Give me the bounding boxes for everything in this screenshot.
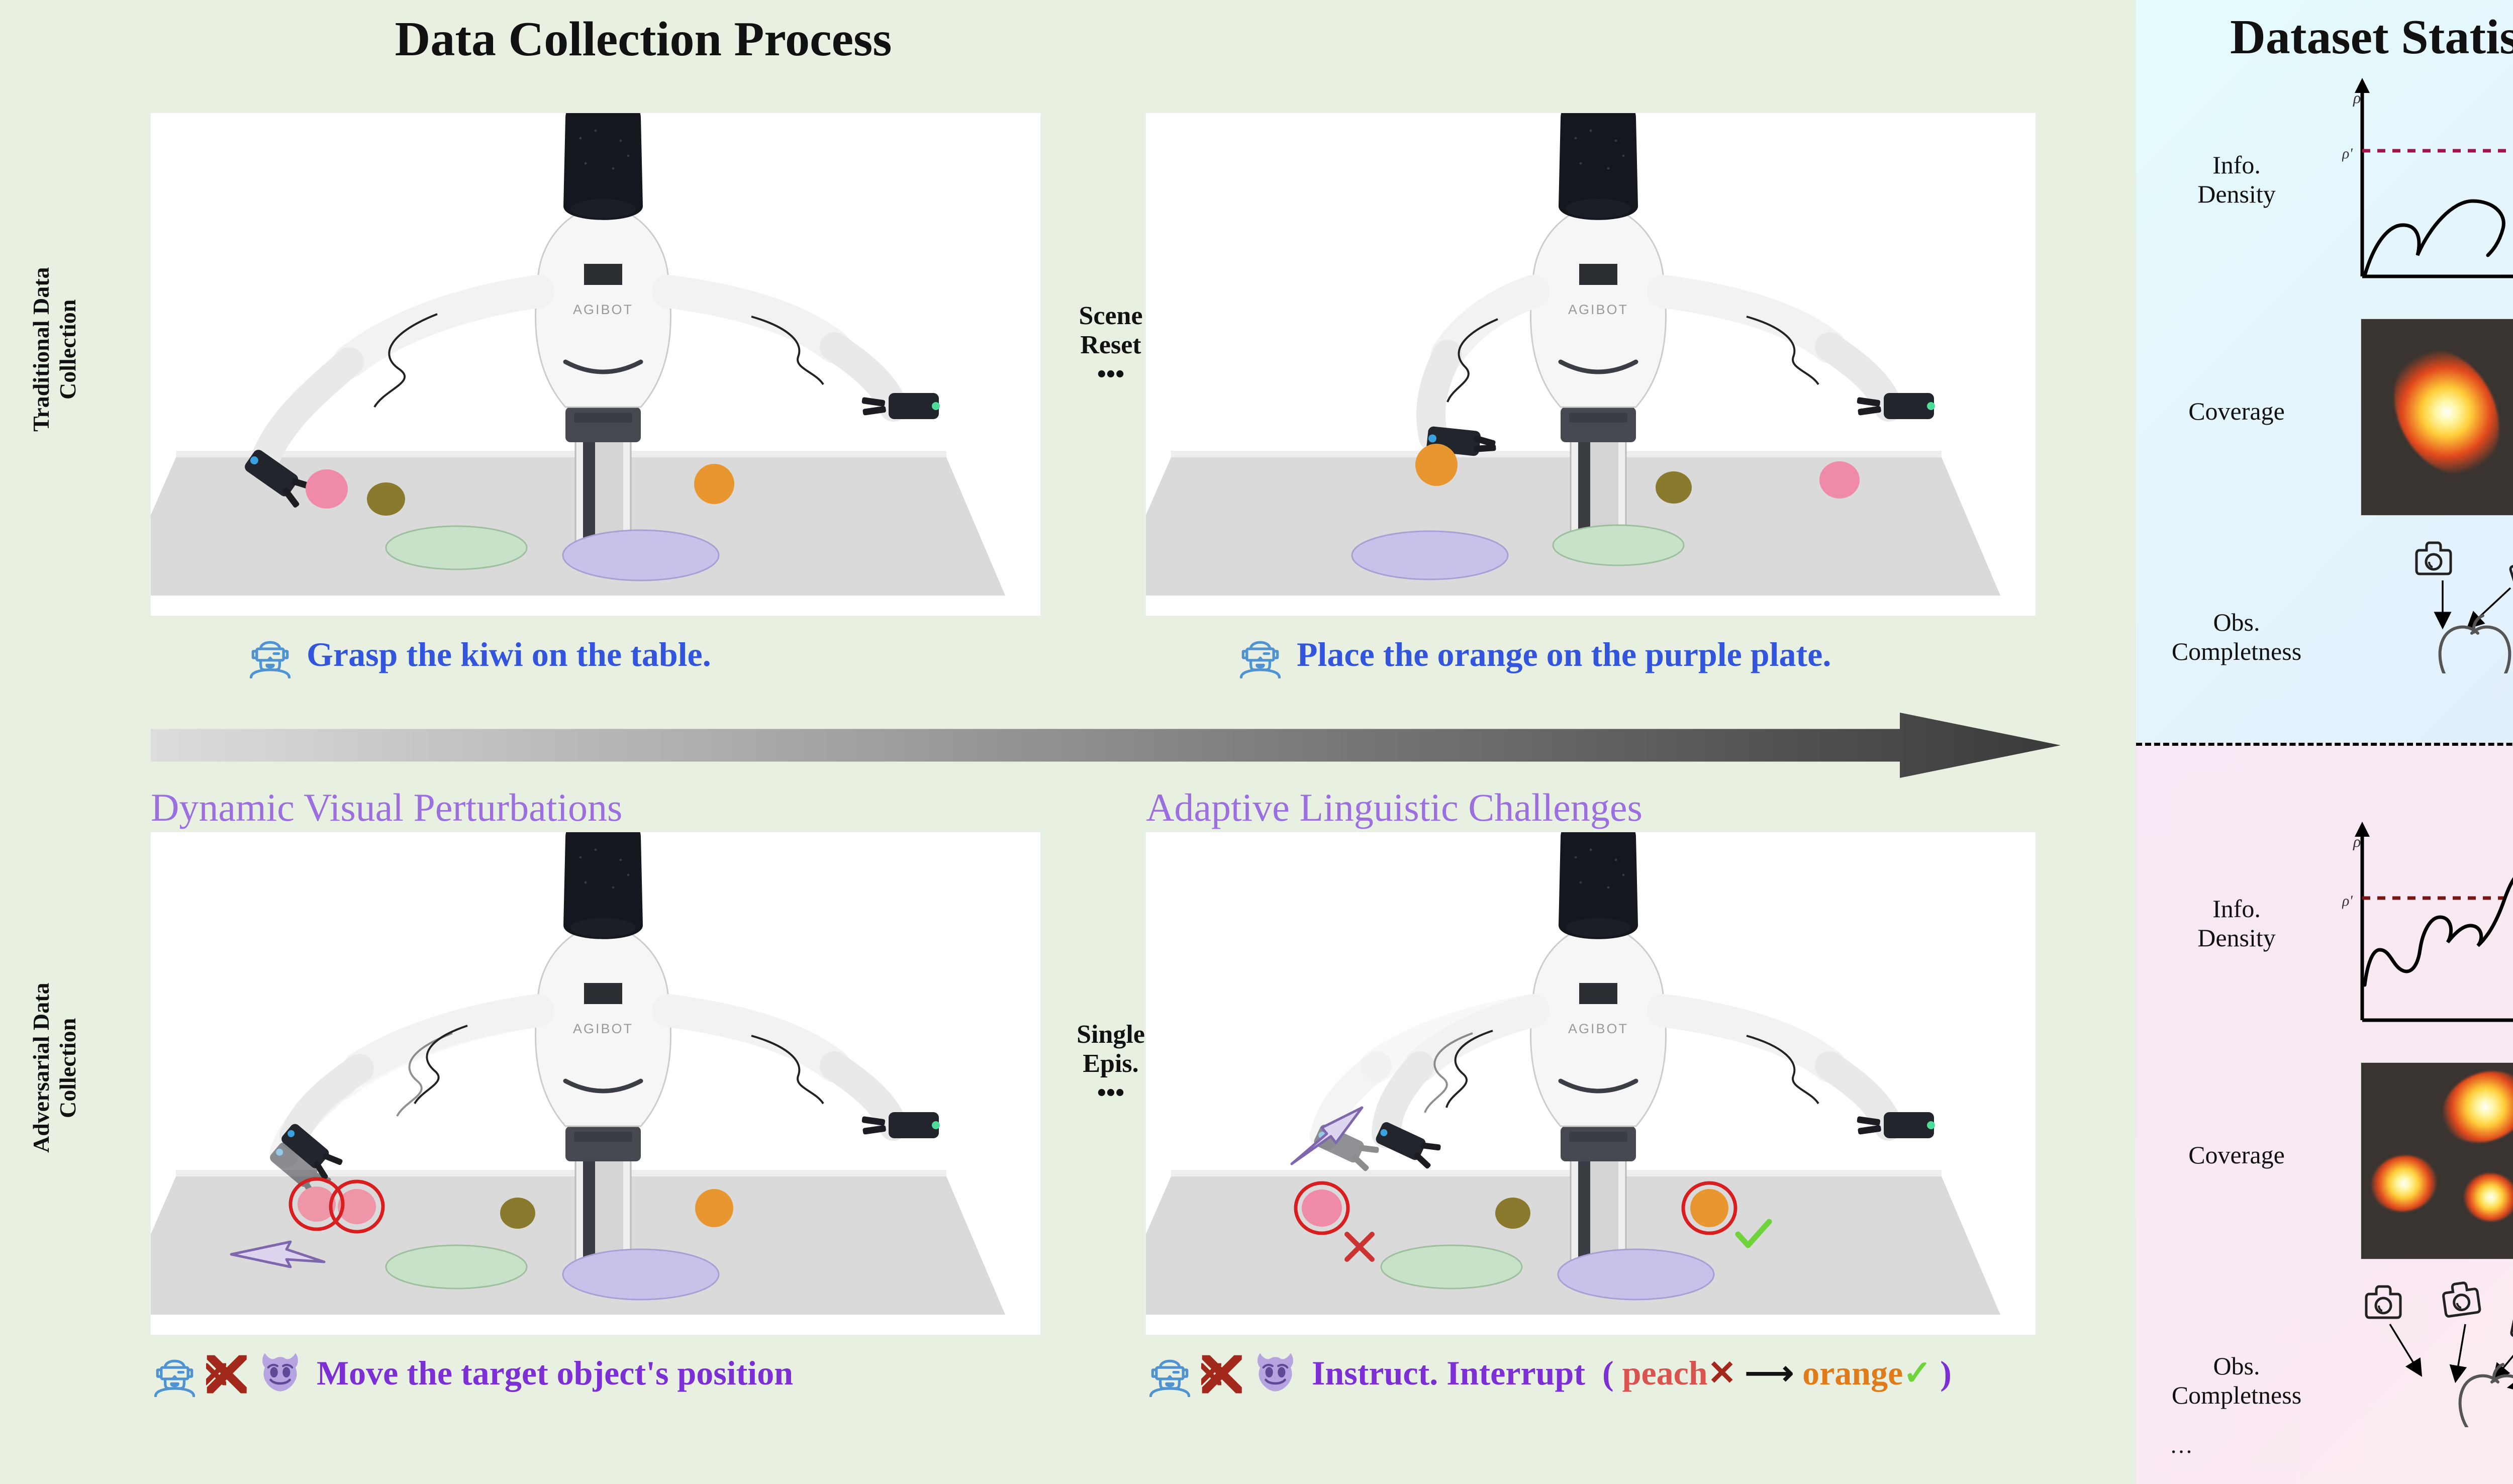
svg-text:ρ': ρ' xyxy=(2342,145,2353,162)
svg-text:ρ': ρ' xyxy=(2342,893,2353,909)
svg-text:ρ: ρ xyxy=(2353,832,2361,850)
svg-text:ρ: ρ xyxy=(2353,88,2361,107)
